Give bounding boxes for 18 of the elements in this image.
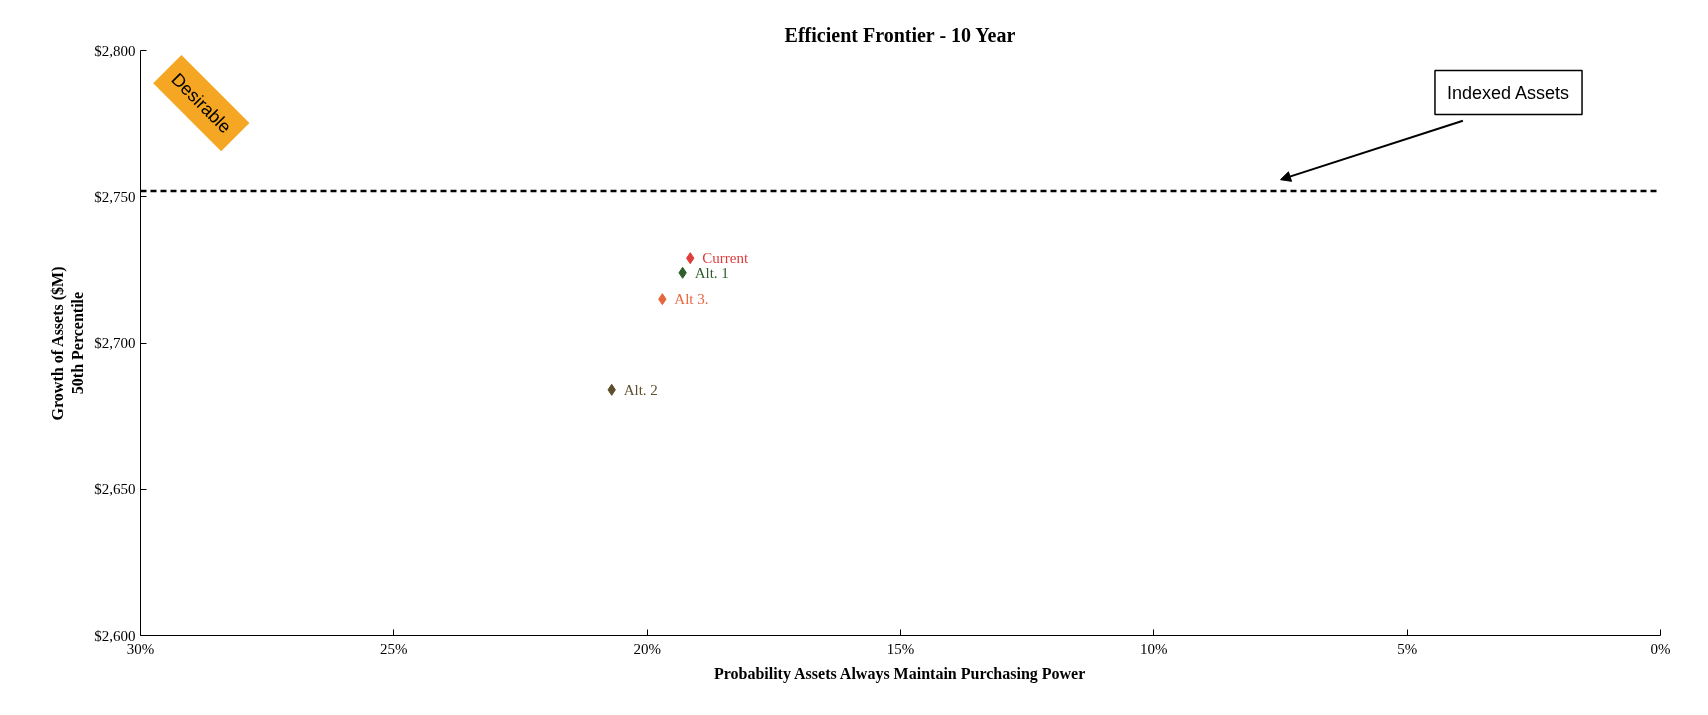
annotation: Indexed Assets <box>1446 82 1570 103</box>
series-label: Alt. 2 <box>623 381 658 398</box>
y-axis-title: Growth of Assets ($M) 50th Percentile <box>48 266 87 421</box>
x-tick-label: 25% <box>380 640 408 657</box>
x-tick-label: 15% <box>886 640 915 657</box>
chart-title: Efficient Frontier - 10 Year <box>784 23 1016 46</box>
y-tick-label: $2,750 <box>94 188 136 205</box>
y-tick-label: $2,650 <box>94 481 136 498</box>
x-axis-title: Probability Assets Always Maintain Purchasing Power <box>713 664 1086 683</box>
x-tick-label: 10% <box>1140 640 1168 657</box>
x-tick-label: 20% <box>633 640 661 657</box>
series-label: Alt. 1 <box>694 264 729 281</box>
y-tick-label: $2,800 <box>94 42 136 59</box>
series-label: Current <box>702 250 749 267</box>
series-label: Alt 3. <box>674 291 709 308</box>
x-tick-label: 5% <box>1397 640 1418 657</box>
y-tick-label: $2,700 <box>94 335 136 351</box>
x-tick-label: 0% <box>1650 640 1671 657</box>
